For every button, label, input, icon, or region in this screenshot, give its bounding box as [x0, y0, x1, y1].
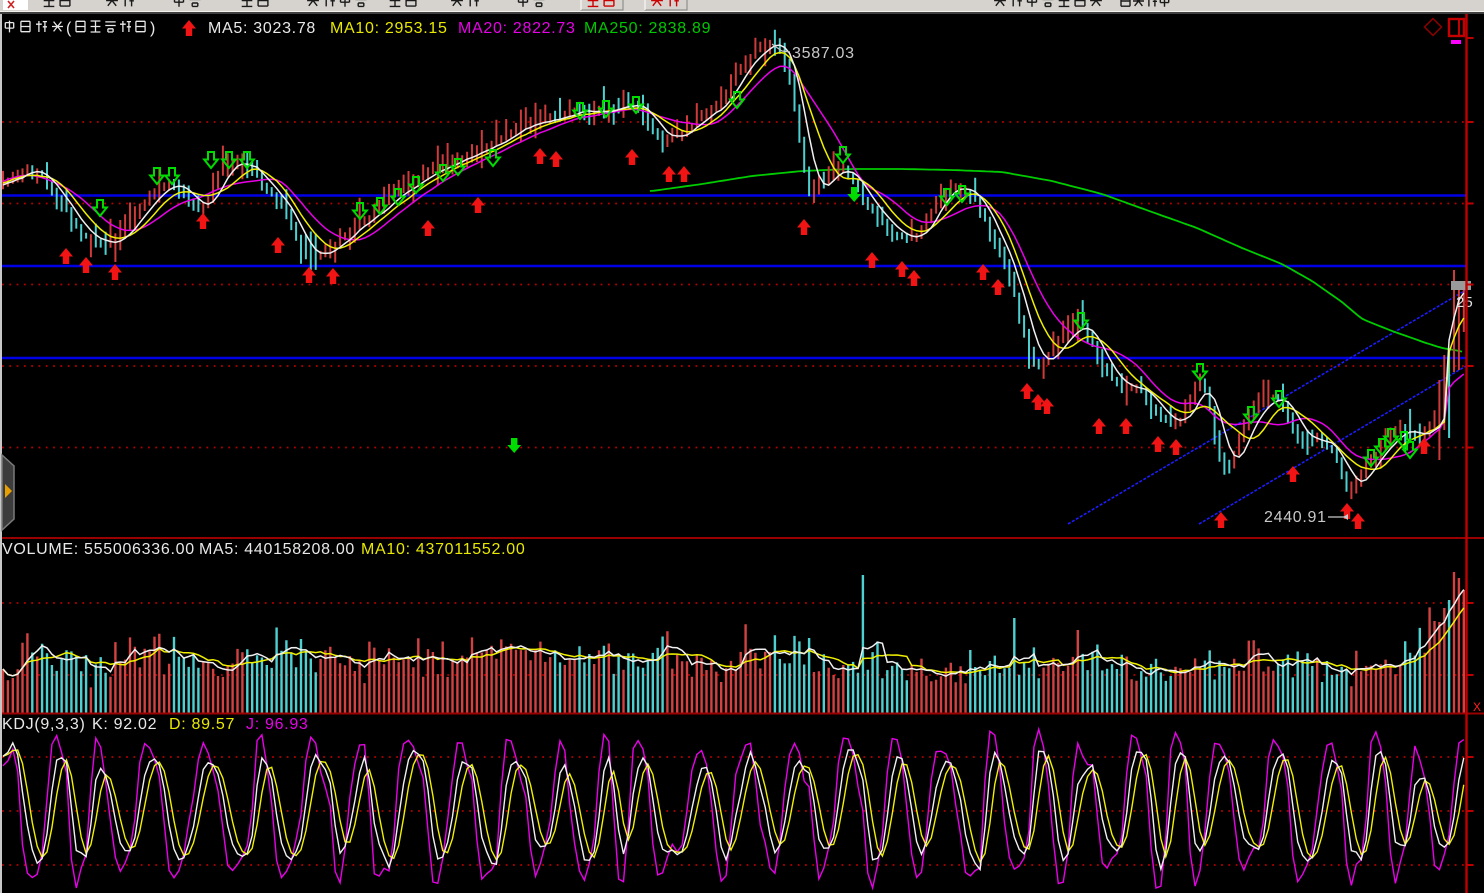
svg-text:3587.03: 3587.03: [792, 45, 855, 62]
svg-text:): ): [150, 20, 156, 37]
svg-text:KDJ(9,3,3): KDJ(9,3,3): [2, 716, 85, 733]
svg-text:VOLUME: 555006336.00: VOLUME: 555006336.00: [2, 541, 195, 558]
svg-text:D: 89.57: D: 89.57: [169, 716, 235, 733]
svg-text:X: X: [1473, 700, 1481, 714]
svg-text:J: 96.93: J: 96.93: [246, 716, 309, 733]
svg-text:MA5: 3023.78: MA5: 3023.78: [208, 20, 316, 37]
svg-text:MA10: 2953.15: MA10: 2953.15: [330, 20, 448, 37]
svg-text:K: 92.02: K: 92.02: [92, 716, 157, 733]
svg-text:MA10: 437011552.00: MA10: 437011552.00: [361, 541, 525, 558]
svg-text:MA5: 440158208.00: MA5: 440158208.00: [199, 541, 355, 558]
svg-text:(: (: [66, 20, 72, 37]
svg-text:2440.91: 2440.91: [1264, 509, 1327, 526]
svg-text:25: 25: [1456, 294, 1473, 311]
svg-text:MA20: 2822.73: MA20: 2822.73: [458, 20, 576, 37]
svg-text:MA250: 2838.89: MA250: 2838.89: [584, 20, 711, 37]
